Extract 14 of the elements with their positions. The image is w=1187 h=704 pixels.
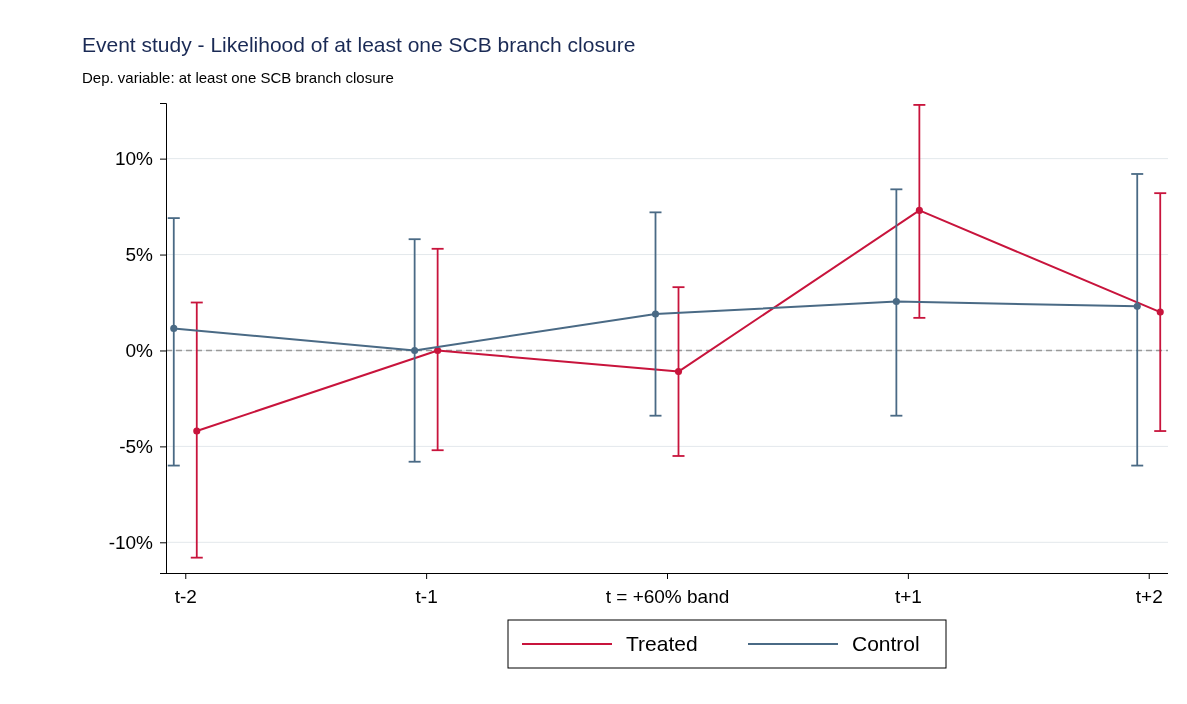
legend-label: Control bbox=[852, 632, 920, 655]
chart-title: Event study - Likelihood of at least one SCB branch closure bbox=[82, 33, 636, 56]
x-tick-label: t+2 bbox=[1135, 585, 1163, 607]
x-tick-label: t-1 bbox=[415, 585, 438, 607]
y-tick-label: 10% bbox=[114, 148, 154, 170]
y-tick-label: 5% bbox=[125, 244, 154, 266]
y-tick-label: -10% bbox=[108, 531, 154, 553]
x-tick-label: t+1 bbox=[894, 585, 922, 607]
x-tick-label: t-2 bbox=[174, 585, 197, 607]
y-tick-label: 0% bbox=[125, 340, 154, 362]
x-tick-label: t = +60% band bbox=[605, 585, 730, 607]
legend-label: Treated bbox=[626, 632, 698, 655]
chart-subtitle: Dep. variable: at least one SCB branch closure bbox=[82, 69, 394, 86]
y-tick-label: -5% bbox=[119, 435, 154, 457]
